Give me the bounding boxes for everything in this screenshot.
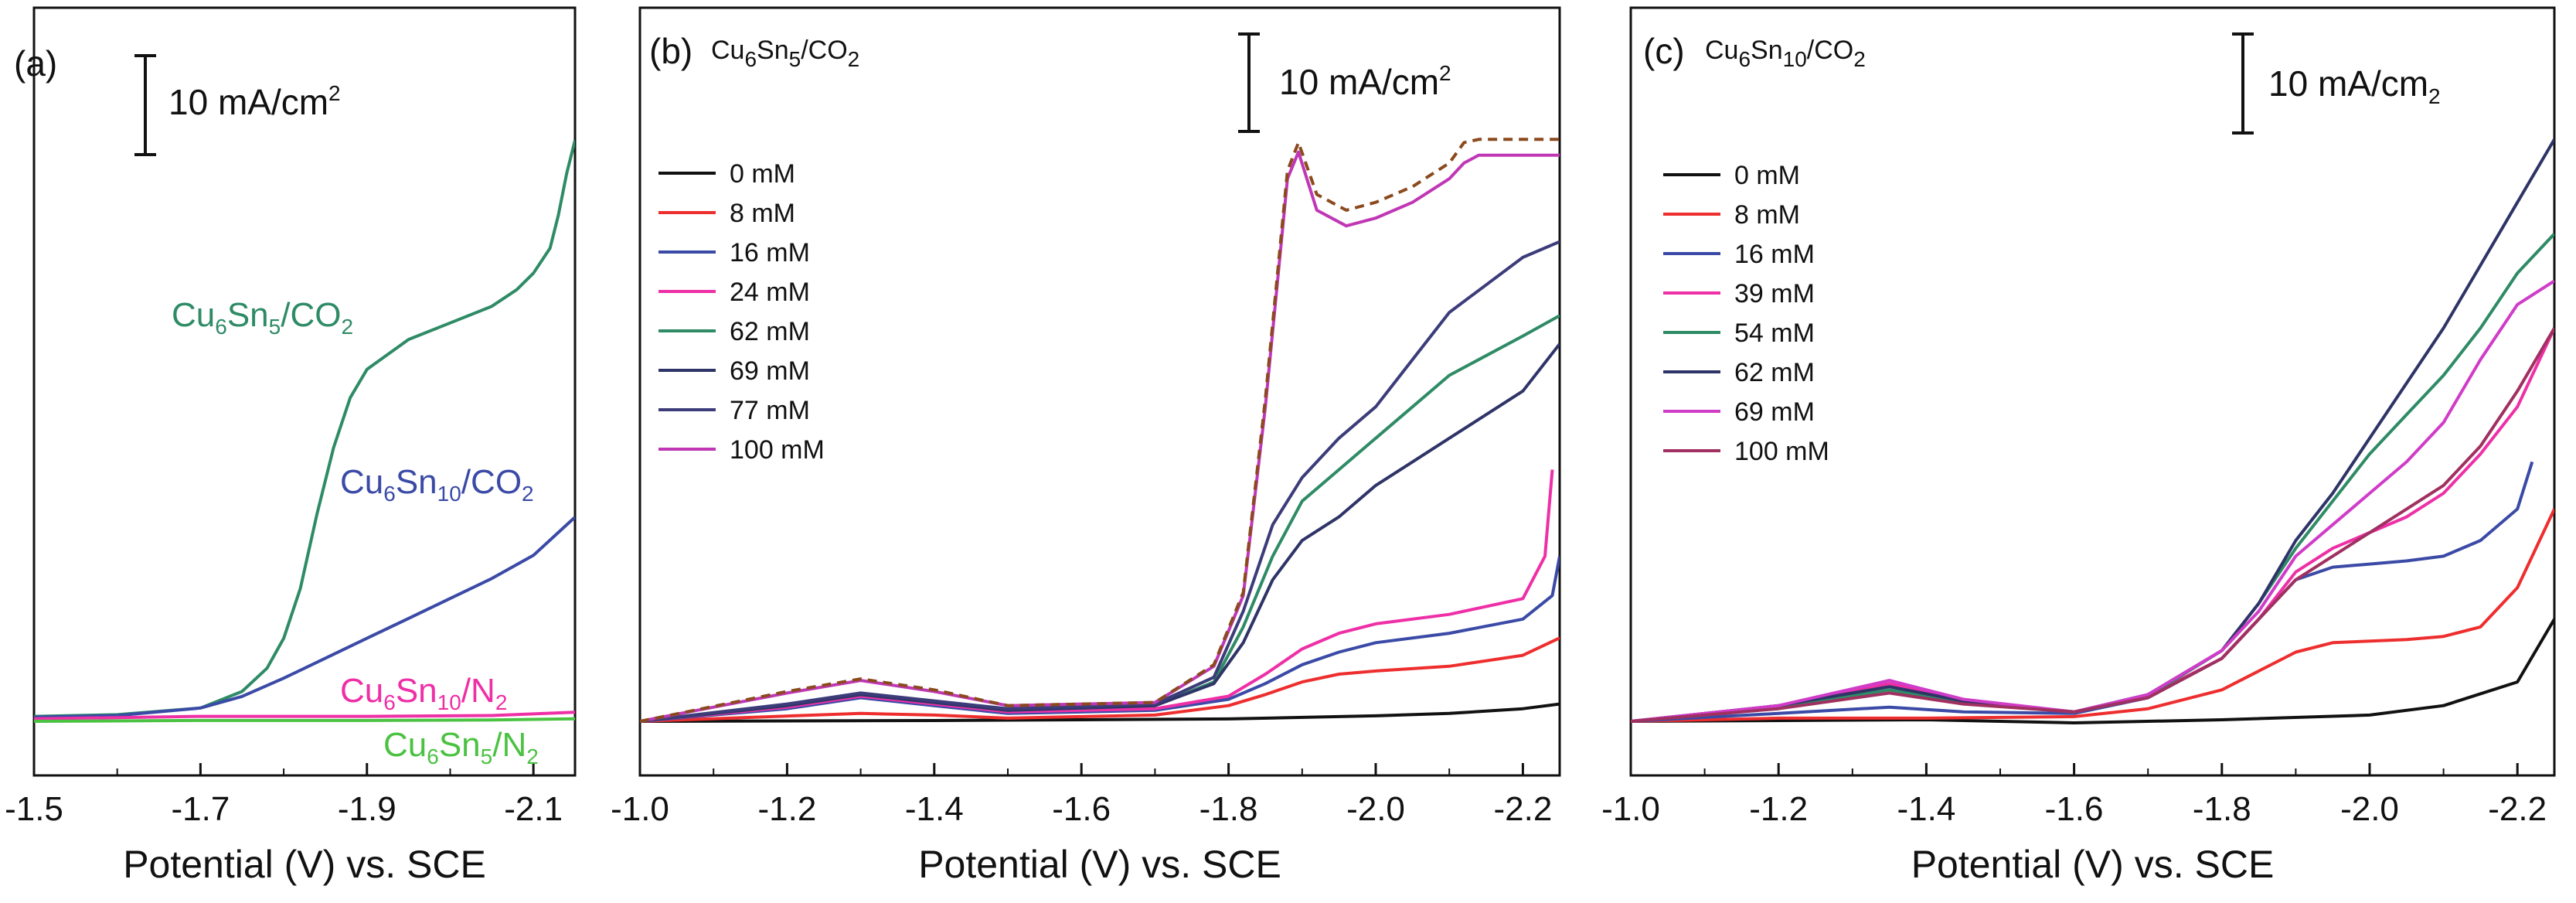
x-tick-label: -2.2	[1493, 790, 1552, 828]
legend-label: 69 mM	[1734, 397, 1815, 427]
x-tick-label: -1.9	[338, 790, 396, 828]
series-line	[34, 140, 575, 718]
panel-a: -1.5 -1.7 -1.9 -2.1 Potential (V) vs. SCE (a)…	[5, 6, 577, 886]
x-tick-label: -1.8	[1200, 790, 1258, 828]
legend-label: 54 mM	[1734, 319, 1815, 348]
panel-label: (a)	[14, 43, 57, 83]
series-line	[1631, 279, 2554, 723]
curve-label: Cu6Sn10/CO2	[340, 463, 534, 506]
x-tick-label: -1.0	[611, 790, 669, 828]
series-line	[1631, 233, 2554, 723]
x-tick-label: -2.0	[2340, 790, 2399, 828]
series-line	[640, 556, 1560, 723]
x-axis-title: Potential (V) vs. SCE	[1911, 843, 2275, 886]
x-tick-label: -1.5	[5, 790, 63, 828]
x-tick-label: -1.2	[757, 790, 816, 828]
legend-label: 8 mM	[1734, 200, 1800, 230]
x-axis-title: Potential (V) vs. SCE	[123, 843, 486, 886]
series-line	[1631, 508, 2554, 723]
x-tick-label: -2.0	[1346, 790, 1405, 828]
plot-frame	[32, 6, 577, 777]
legend-label: 8 mM	[730, 199, 795, 228]
legend-label: 16 mM	[1734, 240, 1815, 269]
series-line	[34, 516, 575, 719]
x-tick-label: -1.6	[2045, 790, 2104, 828]
legend-label: 0 mM	[1734, 161, 1800, 190]
legend-label: 62 mM	[730, 317, 810, 346]
legend-label: 24 mM	[730, 278, 810, 307]
series-line	[34, 717, 575, 723]
legend-label: 100 mM	[1734, 437, 1829, 466]
series-line	[640, 469, 1554, 723]
x-tick-label: -2.1	[504, 790, 563, 828]
scale-bar-label: 10 mA/cm2	[1279, 61, 1451, 102]
plot-frame	[1629, 6, 2556, 777]
x-tick-label: -1.4	[905, 790, 964, 828]
legend-label: 100 mM	[730, 435, 825, 465]
curve-label: Cu6Sn5/N2	[383, 726, 539, 768]
x-axis-title: Potential (V) vs. SCE	[918, 843, 1281, 886]
series-line	[1631, 618, 2554, 724]
legend-label: 16 mM	[730, 238, 810, 267]
legend-label: 39 mM	[1734, 279, 1815, 308]
legend-label: 62 mM	[1734, 358, 1815, 387]
legend-label: 0 mM	[730, 159, 795, 189]
legend-label: 77 mM	[730, 396, 810, 425]
series-line	[1631, 138, 2554, 723]
scale-bar-label: 10 mA/cm2	[168, 81, 341, 122]
x-tick-label: -1.4	[1897, 790, 1955, 828]
series-line	[1631, 327, 2554, 723]
series-line	[34, 710, 575, 721]
panel-label: (b)	[649, 31, 692, 71]
x-tick-label: -2.2	[2488, 790, 2547, 828]
x-tick-label: -1.0	[1601, 790, 1660, 828]
x-tick-label: -1.7	[171, 790, 230, 828]
panel-b: -1.0 -1.2 -1.4 -1.6 -1.8 -2.0 -2.2 Potential (V…	[611, 6, 1561, 886]
series-line	[640, 702, 1560, 723]
panel-c: -1.0 -1.2 -1.4 -1.6 -1.8 -2.0 -2.2 Potential (V…	[1601, 6, 2556, 886]
curve-label: Cu6Sn5/CO2	[172, 296, 353, 339]
x-tick-label: -1.8	[2193, 790, 2251, 828]
panel-title: Cu6Sn5/CO2	[711, 36, 859, 71]
series-line	[640, 636, 1560, 723]
scale-bar-label: 10 mA/cm2	[2268, 63, 2441, 108]
curve-label: Cu6Sn10/N2	[340, 672, 507, 714]
x-tick-label: -1.2	[1749, 790, 1808, 828]
series-line	[640, 240, 1560, 723]
series-line	[640, 138, 1560, 723]
panel-label: (c)	[1643, 31, 1685, 71]
x-tick-label: -1.6	[1052, 790, 1111, 828]
legend-label: 69 mM	[730, 356, 810, 386]
plot-frame	[638, 6, 1561, 777]
panel-title: Cu6Sn10/CO2	[1705, 36, 1866, 71]
